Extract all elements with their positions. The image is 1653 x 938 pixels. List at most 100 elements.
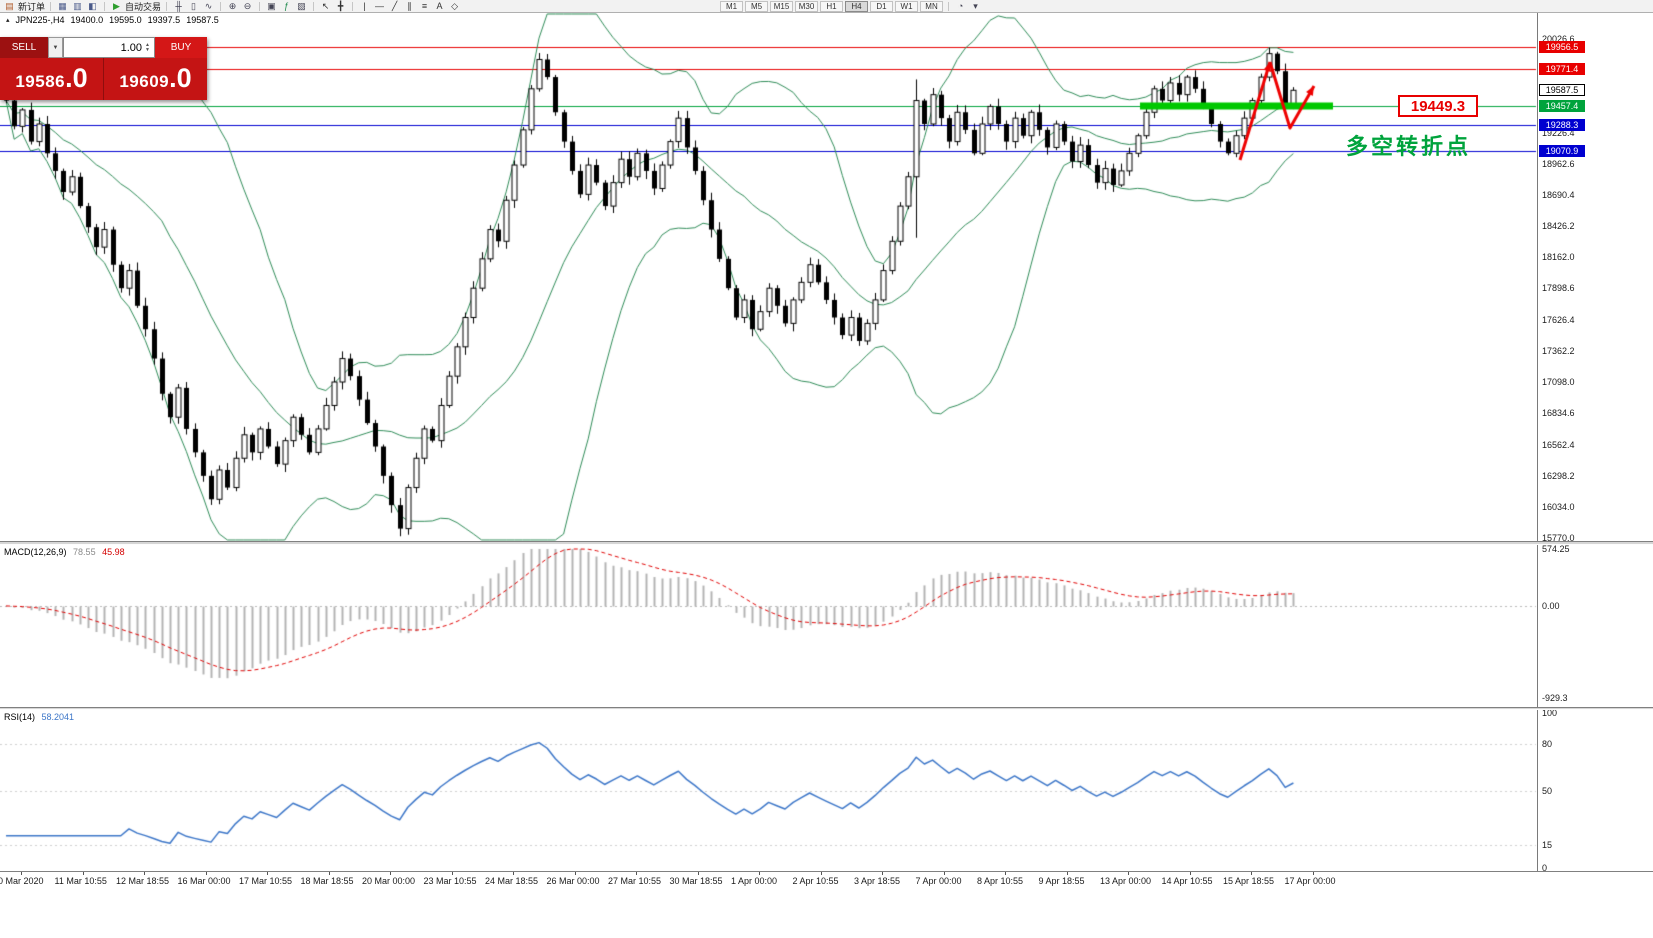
timeframe-button-d1[interactable]: D1 xyxy=(870,0,894,12)
time-tick-label: 24 Mar 18:55 xyxy=(485,876,539,886)
time-tick-label: 17 Mar 10:55 xyxy=(239,876,293,886)
time-tick-label: 7 Apr 00:00 xyxy=(915,876,962,886)
ask-price[interactable]: 19609.0 xyxy=(104,58,207,100)
rsi-axis-tick: 0 xyxy=(1542,863,1548,873)
time-tick-mark xyxy=(1066,872,1068,875)
auto-trading-icon[interactable]: ▶ xyxy=(113,1,120,11)
order-type-dropdown[interactable]: ▼ xyxy=(48,37,63,58)
auto-trading-label[interactable]: 自动交易 xyxy=(125,1,162,12)
price-badge: 19457.4 xyxy=(1539,99,1585,112)
time-tick-mark xyxy=(513,872,514,875)
price-tick: 16834.6 xyxy=(1542,408,1575,419)
volume-input[interactable]: 1.00 ▲ ▼ xyxy=(63,37,155,58)
bid-main-digits: 19586 xyxy=(15,72,66,91)
new-order-label[interactable]: 新订单 xyxy=(18,1,46,12)
macd-name: MACD(12,26,9) xyxy=(4,547,67,557)
market-watch-icon[interactable]: ◧ xyxy=(88,1,97,11)
chart-window-icon[interactable]: ▦ xyxy=(58,1,67,11)
rsi-value: 58.2041 xyxy=(41,712,75,722)
price-tick: 17626.4 xyxy=(1542,315,1575,326)
price-tick: 20026.6 xyxy=(1542,33,1575,44)
price-badge: 19587.5 xyxy=(1539,84,1585,97)
profiles-icon[interactable]: ▥ xyxy=(73,1,82,11)
chart-ohlc-header: ▴ JPN225-,H4 19400.0 19595.0 19397.5 195… xyxy=(6,15,219,25)
time-tick-label: 12 Mar 18:55 xyxy=(116,876,170,886)
crosshair-icon[interactable]: ╋ xyxy=(337,1,344,11)
toolbar-separator xyxy=(104,1,106,11)
time-tick-mark xyxy=(390,872,391,875)
time-tick-mark xyxy=(205,872,207,875)
price-axis[interactable]: 20026.6 19226.4 18962.6 18690.4 18426.2 18162… xyxy=(1537,0,1653,938)
dropdown-icon[interactable]: ▾ xyxy=(973,1,978,11)
price-tick: 18426.2 xyxy=(1542,221,1575,232)
rsi-name: RSI(14) xyxy=(4,712,36,722)
candlestick-chart-icon[interactable]: ▯ xyxy=(191,1,196,11)
time-tick-mark xyxy=(82,872,84,875)
new-order-icon[interactable]: ▤ xyxy=(5,1,14,11)
timeframe-button-m1[interactable]: M1 xyxy=(720,0,744,12)
zoom-in-icon[interactable]: ⊕ xyxy=(228,1,237,11)
ohlc-open: 19400.0 xyxy=(70,15,104,25)
pane-separator[interactable] xyxy=(0,707,1653,710)
pane-separator[interactable] xyxy=(0,541,1653,545)
time-tick-mark xyxy=(574,872,576,875)
price-badge: 19288.3 xyxy=(1539,119,1585,132)
volume-stepper[interactable]: ▲ ▼ xyxy=(142,41,153,53)
time-tick-mark xyxy=(328,872,330,875)
channel-icon[interactable]: ∥ xyxy=(407,1,412,11)
price-badge: 19956.5 xyxy=(1539,41,1585,53)
time-axis[interactable]: 10 Mar 2020 11 Mar 10:55 12 Mar 18:55 16 Ma… xyxy=(0,872,1653,938)
bar-chart-icon[interactable]: ╫ xyxy=(175,1,182,11)
price-tick: 16562.4 xyxy=(1542,440,1575,451)
macd-indicator-label: MACD(12,26,9) 78.55 45.98 xyxy=(4,547,125,557)
sell-button[interactable]: SELL xyxy=(0,37,48,58)
price-badge: 19070.9 xyxy=(1539,144,1585,157)
rsi-axis-tick: 15 xyxy=(1542,839,1553,850)
time-tick-label: 16 Mar 00:00 xyxy=(177,876,231,886)
time-tick-mark xyxy=(1189,872,1191,875)
timeframe-button-m15[interactable]: M15 xyxy=(770,0,794,12)
timeframe-button-m5[interactable]: M5 xyxy=(745,0,769,12)
rsi-indicator-label: RSI(14) 58.2041 xyxy=(4,712,74,722)
text-label-icon[interactable]: A xyxy=(436,1,443,11)
fibonacci-icon[interactable]: ≡ xyxy=(421,1,428,11)
time-tick-label: 20 Mar 00:00 xyxy=(362,876,416,886)
buy-button[interactable]: BUY xyxy=(155,37,207,58)
time-tick-label: 8 Apr 10:55 xyxy=(977,876,1024,886)
ohlc-low: 19397.5 xyxy=(147,15,181,25)
timeframe-button-h4[interactable]: H4 xyxy=(845,0,869,12)
stepper-down-icon[interactable]: ▼ xyxy=(145,46,150,53)
time-tick-mark xyxy=(1005,872,1006,875)
horizontal-line-icon[interactable]: — xyxy=(375,1,385,11)
rsi-axis-tick: 50 xyxy=(1542,785,1553,796)
vertical-line-icon[interactable]: | xyxy=(363,1,366,11)
price-badge: 19771.4 xyxy=(1539,62,1585,75)
step-back-icon[interactable]: ◔ xyxy=(957,1,964,11)
indicators-icon[interactable]: ƒ xyxy=(284,1,290,11)
macd-signal-value: 45.98 xyxy=(102,547,125,557)
toolbar-separator xyxy=(313,1,315,11)
timeframe-button-m30[interactable]: M30 xyxy=(795,0,819,12)
time-tick-label: 18 Mar 18:55 xyxy=(300,876,354,886)
trendline-icon[interactable]: ╱ xyxy=(391,1,398,11)
shapes-icon[interactable]: ◇ xyxy=(451,1,458,11)
zoom-out-icon[interactable]: ⊖ xyxy=(243,1,252,11)
axis-separator xyxy=(0,871,1653,872)
templates-icon[interactable]: ▧ xyxy=(297,1,306,11)
tile-windows-icon[interactable]: ▣ xyxy=(267,1,276,11)
timeframe-button-mn[interactable]: MN xyxy=(920,0,944,12)
cursor-icon[interactable]: ↖ xyxy=(321,1,330,11)
line-chart-icon[interactable]: ∿ xyxy=(204,1,213,11)
toolbar-separator xyxy=(259,1,261,11)
timeframe-button-w1[interactable]: W1 xyxy=(895,0,919,12)
time-tick-mark xyxy=(451,872,453,875)
timeframe-button-h1[interactable]: H1 xyxy=(820,0,844,12)
turning-point-label: 多空转折点 xyxy=(1346,134,1472,159)
time-tick-label: 9 Apr 18:55 xyxy=(1038,876,1085,886)
time-tick-mark xyxy=(1128,872,1129,875)
stepper-up-icon[interactable]: ▲ xyxy=(145,41,150,48)
bid-price[interactable]: 19586.0 xyxy=(0,58,104,100)
ask-main-digits: 19609 xyxy=(119,72,170,91)
toolbar-separator xyxy=(166,1,168,11)
